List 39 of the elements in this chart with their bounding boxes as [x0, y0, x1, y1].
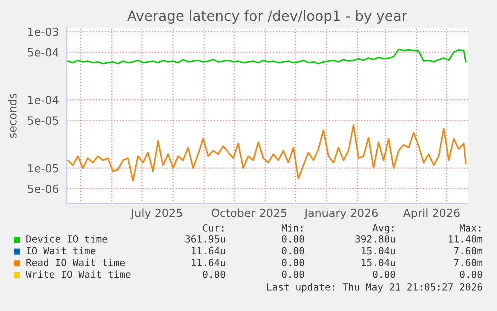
text: 11.64u	[192, 259, 226, 266]
y-tick-label: 1e-05	[28, 164, 58, 173]
y-axis-title: seconds	[8, 94, 17, 138]
legend-label: Read IO Wait time	[26, 258, 125, 266]
legend-label: IO Wait time	[26, 247, 96, 255]
text: Min:	[282, 224, 303, 232]
text: Last update: Thu May 21 21:05:27 2026	[267, 283, 482, 293]
text: 0.00	[282, 259, 304, 266]
text: 392.80u	[356, 235, 396, 243]
legend-label: Device IO time	[26, 235, 108, 243]
text: 0.00	[282, 270, 304, 278]
text: 0.00	[282, 235, 304, 243]
text: 0.00	[373, 270, 396, 278]
text: 0.00	[282, 247, 304, 255]
text: 15.04u	[362, 247, 396, 255]
text: Avg:	[372, 224, 394, 234]
text: 7.60m	[454, 259, 483, 266]
text: 7.60m	[454, 247, 483, 255]
legend-label: Write IO Wait time	[26, 270, 131, 278]
text: 0.00	[460, 270, 482, 278]
x-tick-label: October 2025	[212, 208, 287, 218]
x-tick-label: January 2026	[304, 208, 378, 220]
y-tick-label: 5e-06	[28, 184, 59, 194]
line-series	[67, 48, 467, 65]
text: 361.95u	[186, 235, 226, 243]
text: 11.40m	[449, 235, 483, 243]
y-tick-label: 5e-05	[28, 116, 58, 126]
text: Cur:	[203, 224, 224, 232]
y-tick-label: 1e-04	[28, 96, 59, 104]
text: Max:	[460, 224, 481, 232]
text: 11.64u	[192, 247, 226, 255]
text: 15.04u	[362, 259, 396, 266]
y-tick-label: 5e-04	[28, 48, 59, 57]
x-tick-label: April 2026	[403, 208, 460, 220]
chart-title: Average latency for /dev/loop1 - by year	[128, 10, 408, 24]
line-series	[67, 124, 467, 182]
x-tick-label: July 2025	[130, 208, 182, 220]
y-tick-label: 1e-03	[28, 28, 58, 36]
text: 0.00	[203, 270, 226, 278]
